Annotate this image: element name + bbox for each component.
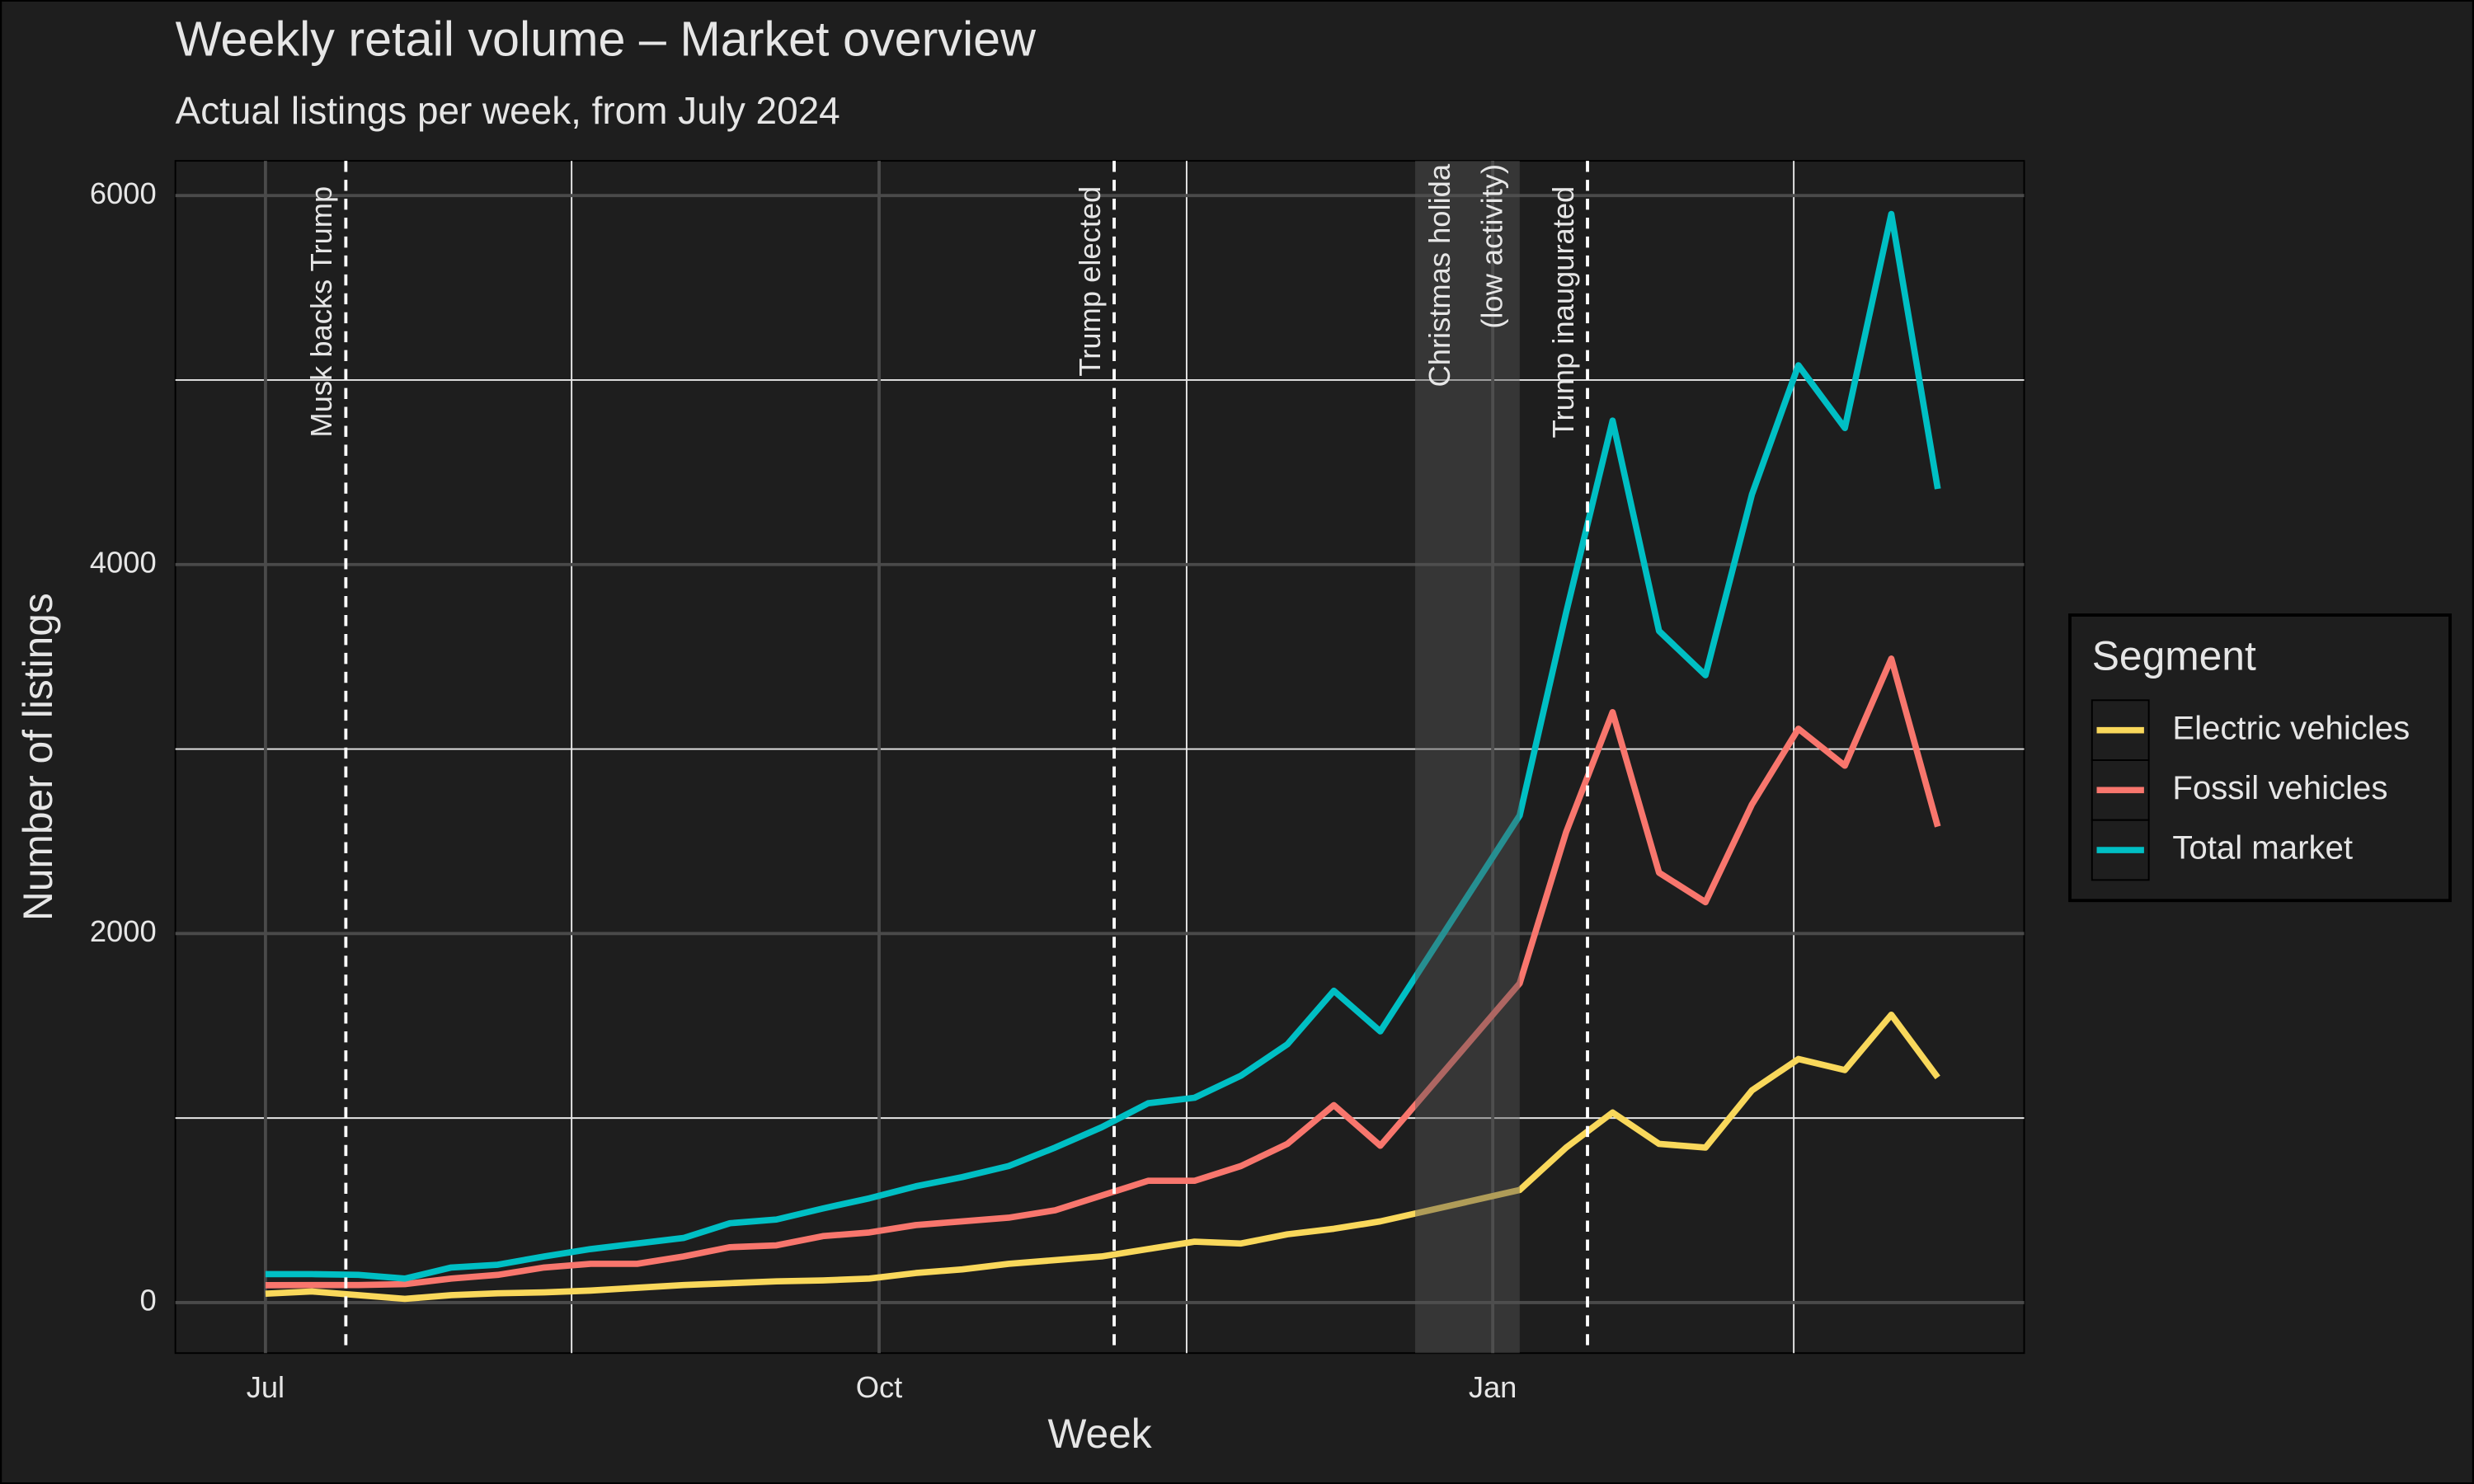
y-axis-title: Number of listings: [15, 593, 61, 921]
legend-label: Fossil vehicles: [2172, 769, 2387, 806]
series-line: [265, 1011, 1940, 1303]
x-tick-label: Oct: [856, 1370, 903, 1404]
legend: Segment Electric vehicles Fossil vehicles T…: [2068, 613, 2452, 903]
y-tick-label: 2000: [90, 914, 157, 948]
series-line: [265, 655, 1941, 1289]
plot-panel: [174, 160, 2025, 1355]
event-label: Trump inaugurated: [1546, 186, 1580, 439]
shade-region: [1415, 161, 1520, 1354]
chart-title: Weekly retail volume – Market overview: [176, 11, 1036, 66]
x-tick-label: Jul: [247, 1370, 285, 1404]
y-tick-label: 0: [139, 1284, 156, 1317]
event-label: Musk backs Trump: [304, 186, 338, 438]
event-label: Trump elected: [1073, 186, 1107, 377]
legend-title: Segment: [2092, 633, 2256, 679]
x-tick-label: Jan: [1469, 1370, 1517, 1404]
legend-label: Total market: [2172, 829, 2353, 866]
series-line: [265, 210, 1941, 1282]
chart-subtitle: Actual listings per week, from July 2024: [176, 89, 840, 132]
y-tick-label: 6000: [90, 176, 157, 210]
x-axis-title: Week: [1047, 1411, 1151, 1457]
y-tick-label: 4000: [90, 545, 157, 579]
shade-label: Christmas holida: [1423, 163, 1456, 387]
legend-label: Electric vehicles: [2172, 709, 2410, 746]
shade-label: (low activity): [1475, 164, 1508, 329]
